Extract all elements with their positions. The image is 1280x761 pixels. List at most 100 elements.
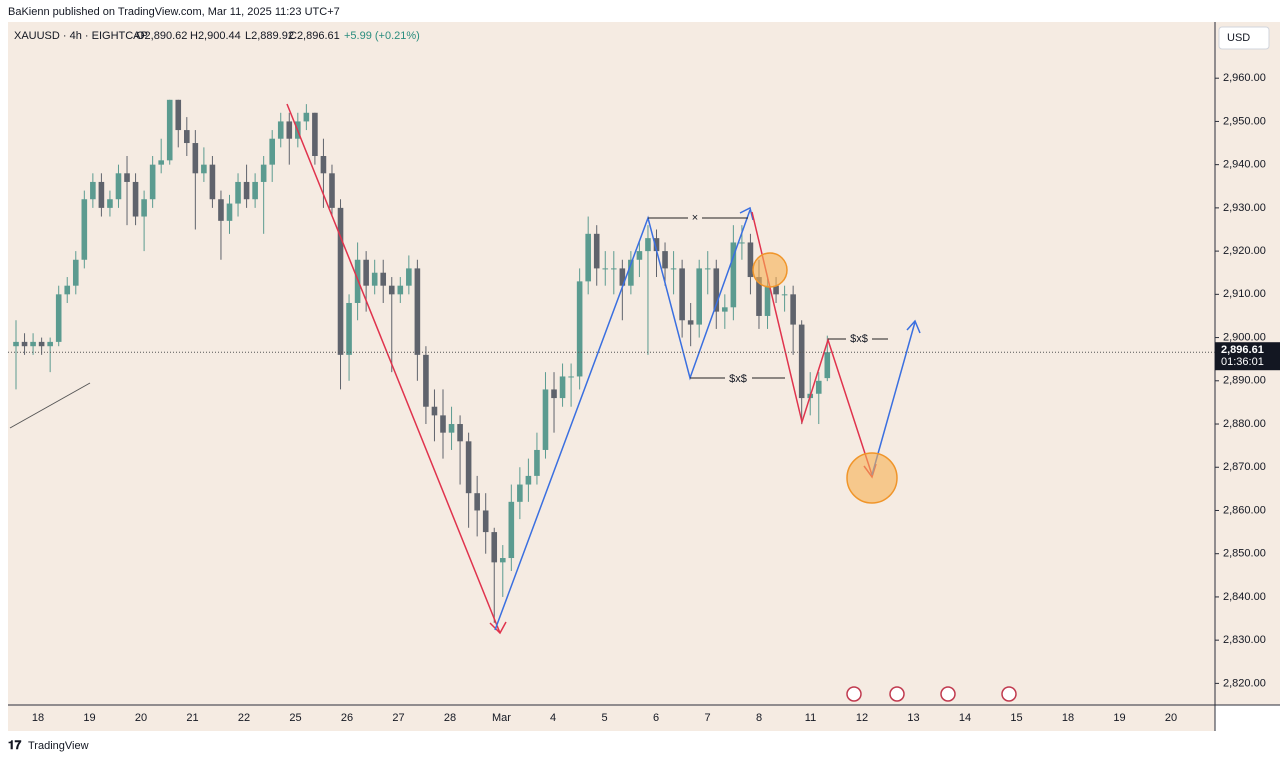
candle-body: [696, 268, 702, 325]
y-tick-label: 2,950.00: [1223, 115, 1266, 127]
candle-body: [115, 173, 122, 200]
candle-body: [559, 376, 566, 399]
candle-body: [747, 242, 754, 278]
ohlc-low: L2,889.92: [245, 30, 294, 42]
candle-body: [687, 320, 694, 325]
event-flag[interactable]: [1001, 686, 1017, 702]
candle-body: [124, 173, 130, 182]
candle-body: [47, 341, 53, 347]
arrow-head: [739, 206, 754, 221]
candle-body: [260, 164, 267, 182]
candle-body: [312, 112, 318, 157]
time-axis: [8, 705, 1215, 731]
candle-body: [252, 181, 258, 200]
candle-body: [499, 558, 506, 563]
candle-body: [90, 181, 96, 200]
candle-body: [277, 121, 284, 139]
candle-body: [21, 341, 28, 347]
candle-body: [739, 242, 745, 244]
candle-body: [525, 475, 532, 485]
y-tick-label: 2,830.00: [1223, 634, 1266, 646]
candle-body: [628, 259, 634, 286]
candle-body: [431, 406, 438, 416]
x-tick-label: 27: [392, 712, 404, 724]
candle-body: [158, 160, 164, 165]
blue-path: [494, 209, 751, 631]
y-tick-label: 2,930.00: [1223, 202, 1266, 214]
candle-body: [64, 285, 71, 295]
countdown: 01:36:01: [1221, 356, 1264, 368]
publish-note: BaKienn published on TradingView.com, Ma…: [8, 6, 340, 18]
candle-body: [465, 441, 472, 494]
candle-body: [482, 510, 489, 533]
brand: TradingView: [28, 740, 89, 752]
candle-body: [722, 307, 728, 312]
x-tick-label: 13: [907, 712, 919, 724]
candle-body: [764, 285, 771, 316]
price-tag: [1215, 342, 1280, 371]
y-tick-label: 2,870.00: [1223, 461, 1266, 473]
x-tick-label: 5: [601, 712, 607, 724]
candle-body: [534, 449, 540, 476]
x-tick-label: 18: [32, 712, 44, 724]
x-tick-label: 20: [1165, 712, 1177, 724]
x-tick-label: 19: [83, 712, 95, 724]
y-tick-label: 2,910.00: [1223, 288, 1266, 300]
candle-body: [824, 352, 831, 379]
candle-body: [175, 99, 182, 131]
x-tick-label: 14: [959, 712, 971, 724]
candle-body: [611, 268, 617, 270]
symbol: XAUUSD · 4h · EIGHTCAP: [14, 30, 148, 42]
candle-body: [380, 272, 387, 286]
logo-mark: 𝟏𝟕: [8, 738, 22, 752]
candle-body: [320, 156, 327, 174]
x-tick-label: 21: [186, 712, 198, 724]
candle-body: [303, 112, 310, 122]
trend-line: [9, 382, 91, 429]
y-tick-label: 2,860.00: [1223, 504, 1266, 516]
candle-body: [81, 199, 88, 260]
plot-area: [8, 22, 1215, 705]
highlight-circle: [846, 452, 898, 504]
x-tick-label: 22: [238, 712, 250, 724]
ohlc-open: O2,890.62: [136, 30, 187, 42]
change: +5.99 (+0.21%): [344, 30, 420, 42]
candle-body: [218, 199, 224, 221]
price-tag-label: 2,896.61: [1221, 344, 1264, 356]
x-tick-label: 7: [704, 712, 710, 724]
candle-body: [363, 259, 369, 286]
candle-body: [713, 268, 720, 312]
candle-body: [781, 294, 788, 296]
x-tick-label: 26: [341, 712, 353, 724]
candle-body: [72, 259, 79, 286]
candle-body: [568, 376, 574, 378]
candle-body: [337, 207, 344, 355]
candle-body: [107, 199, 113, 208]
annotation: $x$: [729, 373, 747, 385]
candle-body: [286, 121, 293, 139]
candle-body: [798, 324, 805, 399]
candle-body: [30, 341, 36, 347]
candle-body: [636, 251, 643, 260]
candle-body: [346, 302, 352, 355]
event-flag[interactable]: [940, 686, 956, 702]
candle-body: [388, 285, 395, 295]
candle-body: [243, 181, 250, 200]
candle-body: [38, 341, 45, 347]
y-tick-label: 2,920.00: [1223, 245, 1266, 257]
y-tick-label: 2,850.00: [1223, 548, 1266, 560]
x-tick-label: 28: [444, 712, 456, 724]
candle-body: [491, 532, 498, 563]
candle-body: [149, 164, 156, 200]
candle-body: [704, 268, 711, 270]
candle-body: [551, 389, 557, 399]
candle-body: [653, 238, 660, 252]
x-tick-label: 20: [135, 712, 147, 724]
event-flag[interactable]: [846, 686, 862, 702]
highlight-circle: [752, 252, 788, 288]
candle-body: [132, 181, 139, 217]
candle-body: [329, 173, 335, 208]
event-flag[interactable]: [889, 686, 905, 702]
